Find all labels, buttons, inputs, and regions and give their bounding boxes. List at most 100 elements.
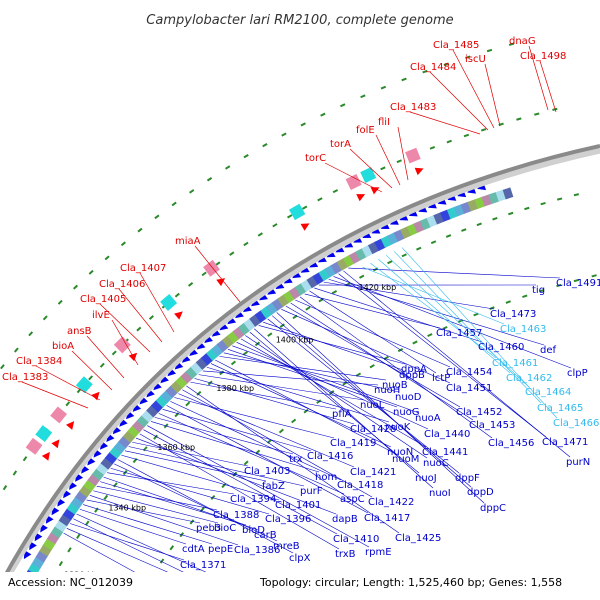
reverse-gene-label[interactable]: dapB [332,514,358,525]
reverse-gene-label[interactable]: def [540,345,557,356]
forward-gene-label[interactable]: Cla_1406 [99,279,145,290]
reverse-gene-label[interactable]: Cla_1419 [330,438,376,449]
reverse-gene-label[interactable]: Cla_1418 [337,480,383,491]
forward-gene-label[interactable]: dnaG [509,36,536,47]
reverse-gene-label[interactable]: bioC [214,523,236,534]
reverse-gene-label[interactable]: Cla_1371 [180,560,226,571]
label-connector [114,463,278,542]
forward-gene-label[interactable]: iscU [465,54,486,65]
reverse-gene-label[interactable]: nuoB [382,380,408,391]
forward-gene-label[interactable]: torA [330,139,351,150]
light-gene-label[interactable]: Cla_1465 [537,403,583,414]
forward-gene-label[interactable]: Cla_1384 [16,356,62,367]
forward-gene-label[interactable]: torC [305,153,326,164]
reverse-gene-label[interactable]: nuoG [393,407,420,418]
reverse-gene-label[interactable]: Cla_1410 [333,534,379,545]
reverse-gene-label[interactable]: carB [254,530,277,541]
reverse-gene-label[interactable]: Cla_1422 [368,497,414,508]
reverse-gene-label[interactable]: Cla_1386 [234,545,280,556]
reverse-gene-label[interactable]: pflA [332,409,352,420]
reverse-gene-label[interactable]: dppC [480,503,506,514]
reverse-gene-label[interactable]: Cla_1451 [446,383,492,394]
forward-gene-label[interactable]: ilvE [92,310,110,321]
reverse-gene-label[interactable]: nuoD [395,392,422,403]
forward-gene-label[interactable]: Cla_1483 [390,102,436,113]
reverse-gene-label[interactable]: Cla_1394 [230,494,276,505]
reverse-gene-label[interactable]: nuoH [374,385,400,396]
forward-gene-label[interactable]: miaA [175,236,201,247]
reverse-gene-label[interactable]: Cla_1388 [213,510,259,521]
reverse-gene-label[interactable]: dppD [467,487,494,498]
reverse-gene-label[interactable]: Cla_1471 [542,437,588,448]
reverse-gene-label[interactable]: nuoI [429,488,451,499]
reverse-gene-label[interactable]: Cla_1457 [436,328,482,339]
reverse-gene-label[interactable]: purF [300,486,323,497]
reverse-gene-label[interactable]: nuoL [360,400,385,411]
gene-feature [31,556,45,569]
light-gene-label[interactable]: Cla_1462 [506,373,552,384]
reverse-gene-label[interactable]: bioD [242,525,265,536]
forward-gene-label[interactable]: Cla_1484 [410,62,456,73]
forward-gene-label[interactable]: ansB [67,326,92,337]
reverse-gene-label[interactable]: Cla_1454 [446,367,492,378]
forward-gene-label[interactable]: bioA [52,341,74,352]
reverse-gene-label[interactable]: Cla_1460 [478,342,524,353]
reverse-gene-label[interactable]: Cla_1396 [265,514,311,525]
label-connector [170,401,342,481]
reverse-gene-label[interactable]: Cla_1453 [469,420,515,431]
reverse-gene-label[interactable]: Cla_1441 [422,447,468,458]
tick-mark [287,214,293,219]
forward-gene-label[interactable]: Cla_1407 [120,263,166,274]
reverse-gene-label[interactable]: rpmE [365,547,392,558]
reverse-gene-label[interactable]: fabZ [262,481,285,492]
reverse-gene-label[interactable]: lctP [432,373,450,384]
gene-feature [96,462,109,476]
forward-gene-label[interactable]: Cla_1405 [80,294,126,305]
reverse-gene-label[interactable]: clpX [289,553,311,564]
light-gene-label[interactable]: Cla_1466 [553,418,599,429]
reverse-gene-label[interactable]: Cla_1401 [275,500,321,511]
reverse-gene-label[interactable]: peb3 [196,523,221,534]
reverse-gene-label[interactable]: Cla_1403 [244,466,290,477]
reverse-gene-label[interactable]: tig [532,285,545,296]
label-connector [281,309,451,384]
reverse-gene-label[interactable]: mreB [273,541,300,552]
reverse-gene-label[interactable]: nuoC [423,458,449,469]
light-gene-label[interactable]: Cla_1464 [525,387,571,398]
reverse-gene-label[interactable]: Cla_1425 [395,533,441,544]
light-gene-label[interactable]: Cla_1461 [492,358,538,369]
reverse-gene-label[interactable]: Cla_1421 [350,467,396,478]
reverse-gene-label[interactable]: Cla_1456 [488,438,534,449]
reverse-gene-label[interactable]: cdtA [182,544,205,555]
reverse-gene-label[interactable]: nuoA [415,413,441,424]
forward-gene-label[interactable]: folE [356,125,375,136]
reverse-gene-label[interactable]: Cla_1491 [556,278,600,289]
reverse-gene-label[interactable]: Cla_1440 [424,429,470,440]
reverse-gene-label[interactable]: dppF [455,473,480,484]
reverse-gene-label[interactable]: trxB [335,549,356,560]
reverse-gene-label[interactable]: Cla_1417 [364,513,410,524]
forward-gene-label[interactable]: Cla_1383 [2,372,48,383]
reverse-gene-label[interactable]: Cla_1473 [490,309,536,320]
reverse-gene-label[interactable]: purN [566,457,590,468]
reverse-gene-label[interactable]: aspC [340,494,365,505]
reverse-gene-label[interactable]: nuoJ [415,473,437,484]
gene-feature [46,532,60,545]
reverse-gene-label[interactable]: nuoN [387,447,413,458]
reverse-gene-label[interactable]: dppB [399,370,425,381]
reverse-gene-label[interactable]: trx [289,454,303,465]
reverse-gene-label[interactable]: pepE [208,544,233,555]
reverse-gene-label[interactable]: hom [315,472,337,483]
reverse-gene-label[interactable]: clpP [567,368,588,379]
reverse-gene-label[interactable]: nuoM [392,454,419,465]
reverse-gene-label[interactable]: Cla_1428 [350,424,396,435]
reverse-gene-label[interactable]: Cla_1416 [307,451,353,462]
reverse-gene-label[interactable]: Cla_1452 [456,407,502,418]
forward-gene-label[interactable]: fliI [378,117,390,128]
forward-gene-label[interactable]: Cla_1498 [520,51,566,62]
light-gene-label[interactable]: Cla_1463 [500,324,546,335]
forward-gene-arrow [41,451,50,461]
reverse-gene-label[interactable]: dppA [401,364,427,375]
forward-gene-label[interactable]: Cla_1485 [433,40,479,51]
reverse-gene-label[interactable]: nuoK [385,422,411,433]
